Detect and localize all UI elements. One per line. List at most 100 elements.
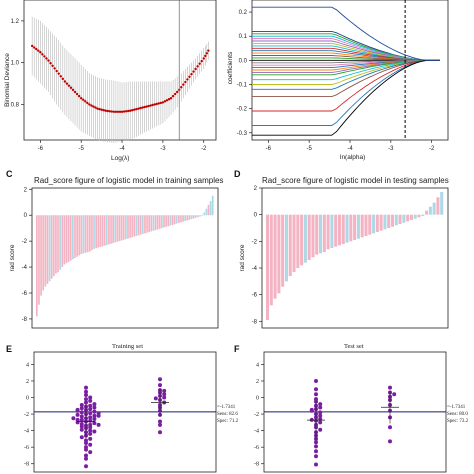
- data-point: [75, 407, 80, 412]
- data-point: [30, 44, 34, 48]
- data-point: [79, 427, 84, 432]
- bar: [337, 214, 341, 246]
- data-point: [55, 69, 58, 73]
- data-point: [314, 392, 318, 397]
- data-point: [92, 413, 97, 418]
- b-y-tick-label: -0.3: [237, 131, 248, 137]
- e-y-tick-label: 4: [26, 362, 29, 368]
- bar: [368, 214, 372, 235]
- bar: [209, 200, 212, 216]
- bar: [186, 215, 189, 221]
- e-y-tick-label: 0: [26, 396, 29, 402]
- data-point: [131, 109, 134, 112]
- e-y-tick-label: -4: [24, 429, 29, 435]
- chart-title-f: Test set: [344, 343, 364, 350]
- bar: [421, 214, 425, 216]
- e-y-tick-label: -6: [24, 445, 29, 451]
- d-y-tick-label: -2: [252, 239, 258, 245]
- data-point: [318, 420, 323, 425]
- data-point: [88, 407, 93, 412]
- bar: [201, 215, 203, 216]
- bar: [379, 214, 383, 231]
- bar: [72, 215, 74, 260]
- bar: [163, 215, 165, 228]
- data-point: [162, 392, 167, 397]
- cutoff-label-e: =-1.7341: [217, 405, 236, 410]
- e-y-tick-label: 2: [26, 379, 29, 385]
- bar: [150, 215, 153, 232]
- bar: [413, 214, 417, 219]
- bar: [99, 215, 102, 247]
- bar: [205, 208, 208, 216]
- bar: [360, 214, 364, 238]
- bar: [197, 215, 199, 218]
- data-point: [159, 101, 163, 105]
- bar: [341, 214, 345, 244]
- data-point: [153, 103, 156, 106]
- data-point: [158, 377, 162, 382]
- bar: [86, 215, 89, 253]
- data-point: [204, 54, 207, 58]
- x-axis-label-a: Log(λ): [111, 155, 129, 162]
- data-point: [157, 102, 161, 105]
- bar: [118, 215, 121, 242]
- data-point: [169, 97, 173, 100]
- bar: [165, 215, 167, 227]
- bar: [364, 214, 368, 236]
- bar: [80, 215, 83, 255]
- data-point: [88, 450, 93, 455]
- b-x-tick-label: -4: [347, 146, 353, 152]
- b-y-tick-label: 0.2: [239, 10, 248, 16]
- plot-frame-c: [31, 187, 219, 329]
- b-y-tick-label: -0.1: [237, 82, 248, 88]
- bar: [42, 215, 45, 291]
- data-point: [314, 444, 318, 449]
- data-point: [84, 438, 88, 443]
- bar: [156, 215, 159, 230]
- data-point: [318, 413, 323, 418]
- data-point: [61, 77, 65, 81]
- y-axis-label-b: coefficients: [227, 51, 234, 84]
- data-point: [196, 65, 199, 68]
- bar: [303, 214, 307, 263]
- data-point: [158, 422, 162, 427]
- bar: [48, 215, 51, 282]
- c-y-tick-label: -6: [22, 291, 28, 297]
- data-point: [158, 419, 162, 424]
- data-point: [141, 106, 144, 109]
- f-y-tick-label: -2: [254, 412, 259, 418]
- d-y-tick-label: -8: [252, 319, 258, 325]
- bar: [46, 215, 49, 284]
- bar: [133, 215, 136, 237]
- data-point: [75, 92, 79, 96]
- data-point: [318, 405, 323, 410]
- bar: [311, 214, 315, 258]
- bar: [69, 215, 72, 261]
- data-point: [155, 102, 158, 106]
- data-point: [314, 462, 318, 467]
- b-y-tick-label: 0.1: [239, 34, 248, 40]
- data-point: [184, 80, 187, 84]
- data-point: [120, 110, 124, 113]
- data-point: [77, 94, 81, 98]
- a-x-tick-label: -2: [201, 146, 207, 152]
- bar: [78, 215, 81, 256]
- data-point: [102, 109, 105, 112]
- chart-title-d: Rad_score figure of logistic model in te…: [262, 176, 449, 185]
- data-point: [47, 59, 50, 62]
- data-point: [118, 110, 122, 113]
- f-y-tick-label: 0: [256, 396, 259, 402]
- bar: [175, 215, 178, 224]
- data-point: [314, 397, 318, 402]
- data-point: [84, 385, 88, 390]
- data-point: [88, 103, 91, 106]
- bar: [74, 215, 76, 258]
- data-point: [59, 75, 62, 78]
- data-point: [35, 47, 38, 51]
- data-point: [96, 411, 101, 416]
- panel-label-e: E: [6, 344, 12, 354]
- b-x-tick-label: -3: [388, 146, 394, 152]
- data-point: [92, 402, 97, 407]
- c-y-tick-label: -4: [22, 265, 28, 271]
